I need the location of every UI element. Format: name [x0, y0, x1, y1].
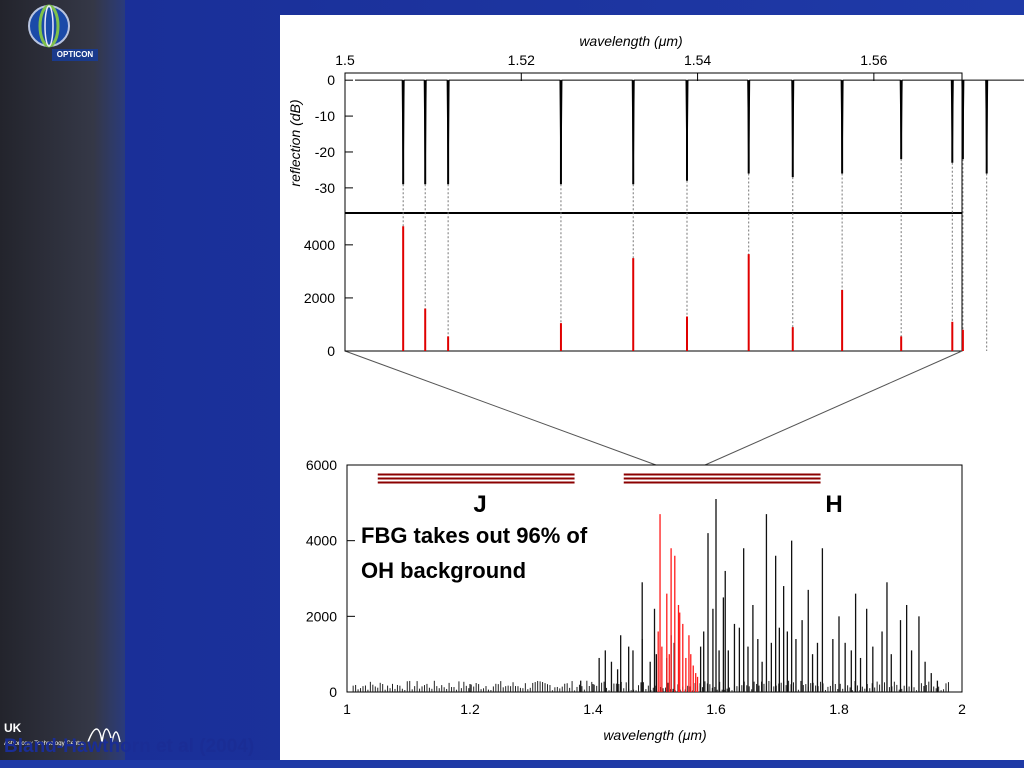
- opticon-logo-text: OPTICON: [52, 49, 98, 61]
- uk-logo-text: UK: [4, 721, 22, 735]
- band-label-j: J: [473, 491, 486, 518]
- uk-logo-wave-icon: [87, 728, 121, 743]
- opticon-globe-icon: [28, 4, 70, 48]
- uk-atc-logo: UK Astronomy Technology Centre: [4, 721, 121, 747]
- reflection-plot-frame: [344, 72, 963, 214]
- bottom-strip: [0, 760, 1024, 768]
- bottom-ytick-label: 4000: [306, 533, 337, 549]
- top-ytick-label: -10: [315, 108, 335, 124]
- mid-ytick-label: 2000: [304, 290, 335, 306]
- top-ylabel: reflection (dB): [287, 99, 303, 186]
- top-xtick-label: 1.5: [335, 52, 355, 68]
- bottom-ytick-label: 0: [329, 684, 337, 700]
- opticon-logo: OPTICON: [26, 2, 98, 61]
- fbg-annotation-line2: OH background: [361, 558, 526, 583]
- bottom-xtick-label: 1.2: [460, 701, 480, 717]
- figure-panel: 1.5 1.52 1.54 1.56 0 -10 -20 -30 0 2000 4000 1 1.2…: [280, 15, 1024, 760]
- bottom-xtick-label: 1.4: [583, 701, 603, 717]
- bottom-ytick-label: 2000: [306, 608, 337, 624]
- mid-ytick-label: 4000: [304, 237, 335, 253]
- bottom-xlabel: wavelength (μm): [603, 727, 706, 743]
- bottom-xtick-label: 1: [343, 701, 351, 717]
- figure-svg: 1.5 1.52 1.54 1.56 0 -10 -20 -30 0 2000 4000 1 1.2…: [287, 33, 1024, 743]
- citation: Bland-Hawthorn et al (2004): [4, 736, 255, 757]
- reflection-plot: 1.5 1.52 1.54 1.56 0 -10 -20 -30: [315, 52, 1024, 351]
- top-xlabel: wavelength (μm): [579, 33, 682, 49]
- mid-ytick-label: 0: [327, 343, 335, 359]
- zoom-line-right: [704, 350, 963, 466]
- filtered-plot-frame: [344, 212, 963, 352]
- sidebar-background: [0, 0, 125, 768]
- oh-spectrum-plot: 1 1.2 1.4 1.6 1.8 2 0 2000 4000 6000: [306, 457, 966, 717]
- zoom-line-left: [344, 350, 657, 466]
- bottom-xtick-label: 1.6: [706, 701, 726, 717]
- bottom-ytick-label: 6000: [306, 457, 337, 473]
- top-ytick-label: -20: [315, 144, 335, 160]
- top-xtick-label: 1.52: [508, 52, 535, 68]
- top-xtick-label: 1.54: [684, 52, 711, 68]
- band-label-h: H: [825, 491, 842, 518]
- top-ytick-label: -30: [315, 180, 335, 196]
- top-ytick-label: 0: [327, 72, 335, 88]
- uk-logo-subtext: Astronomy Technology Centre: [4, 741, 85, 747]
- bottom-xtick-label: 2: [958, 701, 966, 717]
- fbg-annotation-line1: FBG takes out 96% of: [361, 523, 588, 548]
- filtered-lines-plot: 0 2000 4000: [304, 226, 964, 359]
- top-xtick-label: 1.56: [860, 52, 887, 68]
- reflection-trace: [355, 79, 1024, 185]
- bottom-xtick-label: 1.8: [829, 701, 849, 717]
